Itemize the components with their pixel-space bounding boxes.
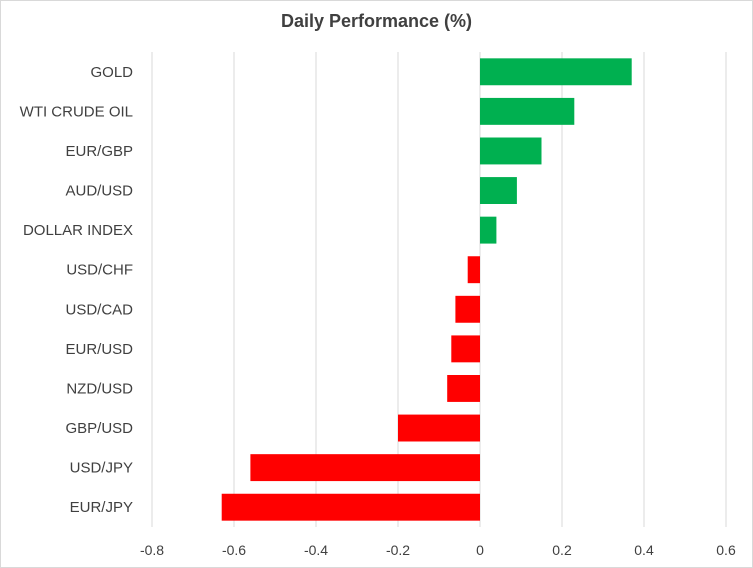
bar	[467, 256, 480, 284]
category-label: EUR/JPY	[70, 499, 133, 516]
bar	[480, 58, 632, 86]
bar	[480, 137, 542, 165]
category-label: USD/JPY	[70, 460, 133, 477]
x-tick-label: -0.2	[386, 542, 410, 558]
category-label: WTI CRUDE OIL	[20, 103, 133, 120]
category-label: EUR/USD	[65, 341, 133, 358]
x-tick-labels: -0.8 -0.6 -0.4 -0.2 0 0.2 0.4 0.6	[140, 542, 736, 558]
bar	[447, 375, 480, 402]
bar	[221, 493, 480, 521]
x-tick-label: 0.4	[634, 542, 654, 558]
category-label: GOLD	[90, 64, 133, 81]
bar	[480, 97, 575, 125]
category-label: AUD/USD	[65, 183, 133, 200]
x-tick-label: 0.6	[716, 542, 736, 558]
category-label: EUR/GBP	[65, 143, 133, 160]
category-label: USD/CHF	[66, 262, 133, 279]
category-label: GBP/USD	[65, 420, 133, 437]
category-label: DOLLAR INDEX	[23, 222, 133, 239]
category-label: NZD/USD	[66, 380, 133, 397]
bar	[480, 216, 497, 244]
grid-lines	[151, 52, 727, 527]
bar	[250, 454, 480, 482]
x-tick-label: -0.8	[140, 542, 164, 558]
bar	[398, 414, 480, 442]
x-tick-label: -0.4	[304, 542, 328, 558]
chart-title: Daily Performance (%)	[280, 11, 473, 31]
bar	[455, 295, 480, 323]
category-labels: GOLD WTI CRUDE OIL EUR/GBP AUD/USD DOLLAR IN…	[20, 64, 134, 516]
x-tick-label: 0.2	[552, 542, 572, 558]
bars	[221, 58, 632, 521]
bar	[451, 335, 480, 363]
x-tick-label: 0	[476, 542, 484, 558]
x-tick-label: -0.6	[222, 542, 246, 558]
bar	[480, 177, 517, 204]
category-label: USD/CAD	[65, 301, 133, 318]
